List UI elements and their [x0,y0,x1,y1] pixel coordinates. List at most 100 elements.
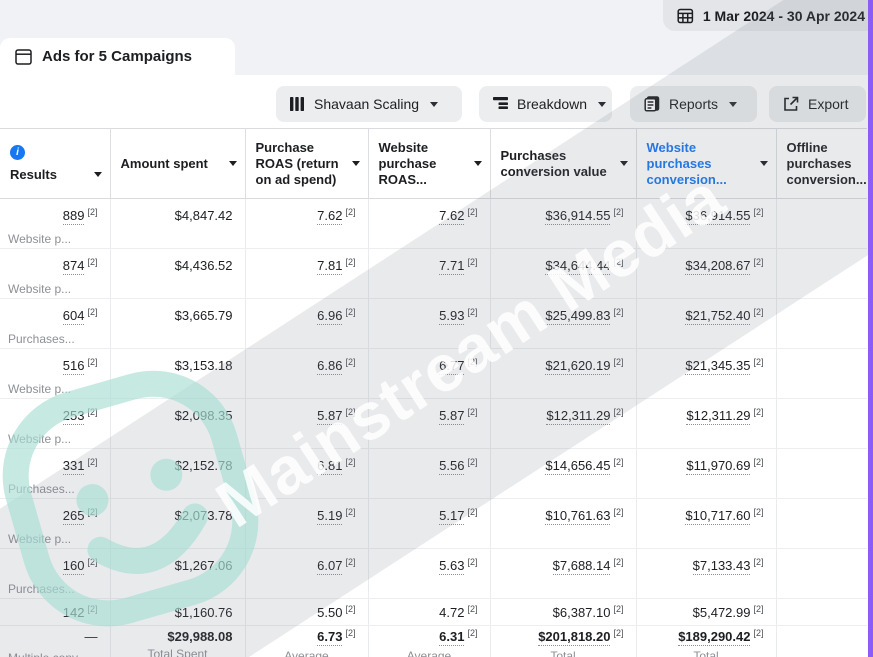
cell-purchase_roas[interactable]: 5.87 [2] [245,398,369,449]
cell-results[interactable]: 516 [2] Website p... [0,348,111,399]
cell-offline[interactable] [776,498,867,549]
cell-website_conv[interactable]: $11,970.69 [2] [636,448,777,499]
cell-website_roas[interactable]: 6.77 [2] [368,348,491,399]
cell-website_conv[interactable]: $5,472.99 [2] [636,598,777,626]
cell-value[interactable]: $3,665.79 [174,308,233,323]
cell-website_conv[interactable]: $21,345.35 [2] [636,348,777,399]
cell-website_conv[interactable]: $10,717.60 [2] [636,498,777,549]
cell-results[interactable]: 331 [2] Purchases... [0,448,111,499]
cell-purchase_roas[interactable]: 7.81 [2] [245,248,369,299]
cell-value[interactable]: $25,499.83 [2] [545,307,624,325]
cell-purchase_roas[interactable]: 6.07 [2] [245,548,369,599]
cell-website_roas[interactable]: 4.72 [2] [368,598,491,626]
cell-offline[interactable] [776,298,867,349]
cell-value[interactable]: 5.87 [2] [317,407,356,425]
cell-value[interactable]: $34,644.44 [2] [545,257,624,275]
cell-offline[interactable] [776,248,867,299]
cell-offline[interactable] [776,198,867,249]
cell-value[interactable]: 604 [2] [62,307,98,325]
cell-value[interactable]: 5.50 [2] [317,604,356,620]
cell-value[interactable]: $4,436.52 [174,258,233,273]
cell-amount[interactable]: $1,267.06 [110,548,246,599]
cell-results[interactable]: 874 [2] Website p... [0,248,111,299]
cell-purchase_roas[interactable]: 7.62 [2] [245,198,369,249]
total-cell-results[interactable]: —Multiple conv... [0,625,111,657]
cell-value[interactable]: 7.71 [2] [439,257,478,275]
cell-value[interactable]: 6.81 [2] [317,457,356,475]
cell-value[interactable]: 7.62 [2] [317,207,356,225]
cell-value[interactable]: $29,988.08 [167,629,233,644]
cell-value[interactable]: 5.93 [2] [439,307,478,325]
cell-value[interactable]: 6.86 [2] [317,357,356,375]
cell-value[interactable]: $6,387.10 [2] [552,604,624,620]
cell-value[interactable]: 516 [2] [62,357,98,375]
reports-button[interactable]: Reports [630,86,757,122]
cell-website_conv[interactable]: $12,311.29 [2] [636,398,777,449]
cell-conv_value[interactable]: $12,311.29 [2] [490,398,637,449]
cell-offline[interactable] [776,448,867,499]
cell-purchase_roas[interactable]: 5.50 [2] [245,598,369,626]
cell-conv_value[interactable]: $7,688.14 [2] [490,548,637,599]
cell-value[interactable]: 5.63 [2] [439,557,478,575]
cell-value[interactable]: $12,311.29 [2] [686,407,764,425]
cell-conv_value[interactable]: $14,656.45 [2] [490,448,637,499]
cell-amount[interactable]: $4,847.42 [110,198,246,249]
cell-purchase_roas[interactable]: 6.86 [2] [245,348,369,399]
cell-website_roas[interactable]: 7.71 [2] [368,248,491,299]
column-header-conv_value[interactable]: Purchases conversion value [490,128,637,199]
cell-value[interactable]: $12,311.29 [2] [546,407,624,425]
cell-conv_value[interactable]: $25,499.83 [2] [490,298,637,349]
cell-offline[interactable] [776,348,867,399]
cell-value[interactable]: 142 [2] [62,604,98,620]
column-header-website_roas[interactable]: Website purchase ROAS... [368,128,491,199]
cell-value[interactable]: 889 [2] [62,207,98,225]
column-header-offline[interactable]: Offline purchases conversion... [776,128,867,199]
cell-value[interactable]: $21,620.19 [2] [545,357,624,375]
cell-value[interactable]: 160 [2] [62,557,98,575]
date-range-picker[interactable]: 1 Mar 2024 - 30 Apr 2024 [662,0,873,31]
breakdown-button[interactable]: Breakdown [479,86,612,122]
cell-amount[interactable]: $3,153.18 [110,348,246,399]
total-cell-website_roas[interactable]: 6.31 [2] Average [368,625,491,657]
cell-amount[interactable]: $4,436.52 [110,248,246,299]
total-cell-offline[interactable] [776,625,867,657]
cell-value[interactable]: $36,914.55 [2] [545,207,624,225]
cell-purchase_roas[interactable]: 6.96 [2] [245,298,369,349]
cell-offline[interactable] [776,548,867,599]
cell-value[interactable]: 7.62 [2] [439,207,478,225]
cell-value[interactable]: 331 [2] [62,457,98,475]
cell-website_roas[interactable]: 5.56 [2] [368,448,491,499]
cell-value[interactable]: $1,160.76 [174,605,233,620]
cell-value[interactable]: $11,970.69 [2] [686,457,764,475]
cell-conv_value[interactable]: $21,620.19 [2] [490,348,637,399]
columns-preset-button[interactable]: Shavaan Scaling [276,86,462,122]
export-button[interactable]: Export [769,86,866,122]
cell-website_roas[interactable]: 5.87 [2] [368,398,491,449]
cell-value[interactable]: 4.72 [2] [439,604,478,620]
cell-website_roas[interactable]: 5.93 [2] [368,298,491,349]
cell-results[interactable]: 160 [2] Purchases... [0,548,111,599]
cell-value[interactable]: 6.07 [2] [317,557,356,575]
cell-value[interactable]: $189,290.42 [2] [678,628,764,646]
cell-value[interactable]: $201,818.20 [2] [538,628,624,646]
cell-offline[interactable] [776,598,867,626]
cell-conv_value[interactable]: $34,644.44 [2] [490,248,637,299]
cell-conv_value[interactable]: $36,914.55 [2] [490,198,637,249]
cell-value[interactable]: $21,345.35 [2] [685,357,764,375]
cell-results[interactable]: 604 [2] Purchases... [0,298,111,349]
cell-website_roas[interactable]: 7.62 [2] [368,198,491,249]
cell-value[interactable]: 253 [2] [62,407,98,425]
column-header-website_conv[interactable]: Website purchases conversion... [636,128,777,199]
cell-results[interactable]: 265 [2] Website p... [0,498,111,549]
cell-value[interactable]: $10,761.63 [2] [545,507,624,525]
cell-value[interactable]: 7.81 [2] [317,257,356,275]
cell-amount[interactable]: $3,665.79 [110,298,246,349]
cell-conv_value[interactable]: $6,387.10 [2] [490,598,637,626]
cell-value[interactable]: 6.96 [2] [317,307,356,325]
cell-website_conv[interactable]: $36,914.55 [2] [636,198,777,249]
cell-value[interactable]: $2,098.35 [174,408,233,423]
cell-value[interactable]: $3,153.18 [174,358,233,373]
cell-website_conv[interactable]: $34,208.67 [2] [636,248,777,299]
cell-amount[interactable]: $2,098.35 [110,398,246,449]
cell-amount[interactable]: $2,073.78 [110,498,246,549]
